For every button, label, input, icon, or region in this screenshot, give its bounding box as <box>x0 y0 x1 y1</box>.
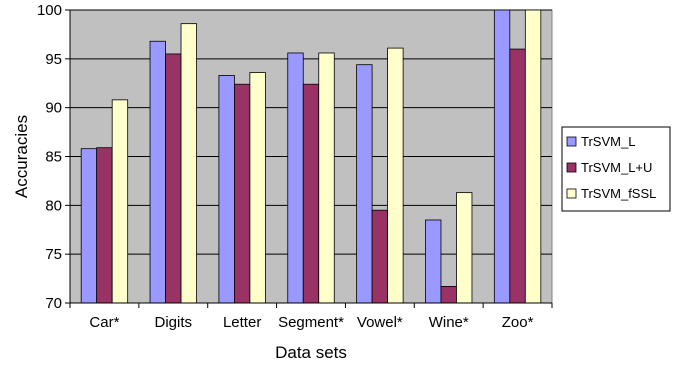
bar-trsvm-l-2 <box>218 75 235 304</box>
bar-trsvm-l-3 <box>287 52 304 304</box>
legend: TrSVM_L TrSVM_L+U TrSVM_fSSL <box>561 126 671 212</box>
legend-label: TrSVM_L+U <box>581 160 652 175</box>
x-tick-label: Zoo* <box>502 314 534 331</box>
x-tick-label: Segment* <box>278 314 344 331</box>
bar-trsvm-fssl-4 <box>387 47 404 304</box>
legend-swatch <box>566 136 577 147</box>
bar-trsvm-fssl-2 <box>249 72 266 304</box>
bar-trsvm-l-4 <box>356 64 373 304</box>
bar-trsvm-l-5 <box>425 219 442 304</box>
legend-box <box>561 126 671 212</box>
y-axis-title: Accuracies <box>12 115 31 198</box>
y-tick-label: 95 <box>45 51 62 68</box>
x-tick-label: Letter <box>223 314 261 331</box>
legend-label: TrSVM_L <box>581 134 635 149</box>
legend-swatch <box>566 188 577 199</box>
y-tick-label: 85 <box>45 149 62 166</box>
x-tick-label: Car* <box>89 314 119 331</box>
y-tick-label: 80 <box>45 197 62 214</box>
x-tick-label: Vowel* <box>357 314 403 331</box>
legend-label: TrSVM_fSSL <box>581 186 656 201</box>
bar-trsvm-l-u-5 <box>440 285 457 304</box>
y-tick-label: 90 <box>45 100 62 117</box>
bar-trsvm-l-u-0 <box>96 147 113 304</box>
y-tick-label: 100 <box>37 2 62 19</box>
bar-trsvm-l-u-3 <box>302 83 320 304</box>
bar-trsvm-l-0 <box>80 148 98 304</box>
x-axis-ticks: Car* Digits Letter Segment* Vowel* Wine* Zoo* <box>69 303 553 331</box>
bar-trsvm-fssl-5 <box>456 192 473 304</box>
y-axis-ticks: 70 75 80 85 90 95 100 <box>37 2 552 312</box>
bars <box>80 9 542 304</box>
bar-trsvm-l-u-4 <box>371 209 389 304</box>
y-tick-label: 75 <box>45 246 62 263</box>
bar-trsvm-fssl-6 <box>524 9 542 304</box>
bar-trsvm-l-u-1 <box>165 53 182 304</box>
x-tick-label: Wine* <box>429 314 469 331</box>
bar-trsvm-l-6 <box>493 9 511 304</box>
legend-swatch <box>566 162 577 173</box>
bar-trsvm-fssl-3 <box>318 52 335 304</box>
y-tick-label: 70 <box>45 295 62 312</box>
bar-trsvm-l-u-2 <box>233 83 251 304</box>
bar-trsvm-fssl-1 <box>180 23 197 304</box>
bar-trsvm-l-1 <box>149 40 166 304</box>
x-axis-title: Data sets <box>275 343 347 362</box>
bar-trsvm-l-u-6 <box>509 48 526 304</box>
x-tick-label: Digits <box>155 314 193 331</box>
bar-trsvm-fssl-0 <box>111 99 129 304</box>
